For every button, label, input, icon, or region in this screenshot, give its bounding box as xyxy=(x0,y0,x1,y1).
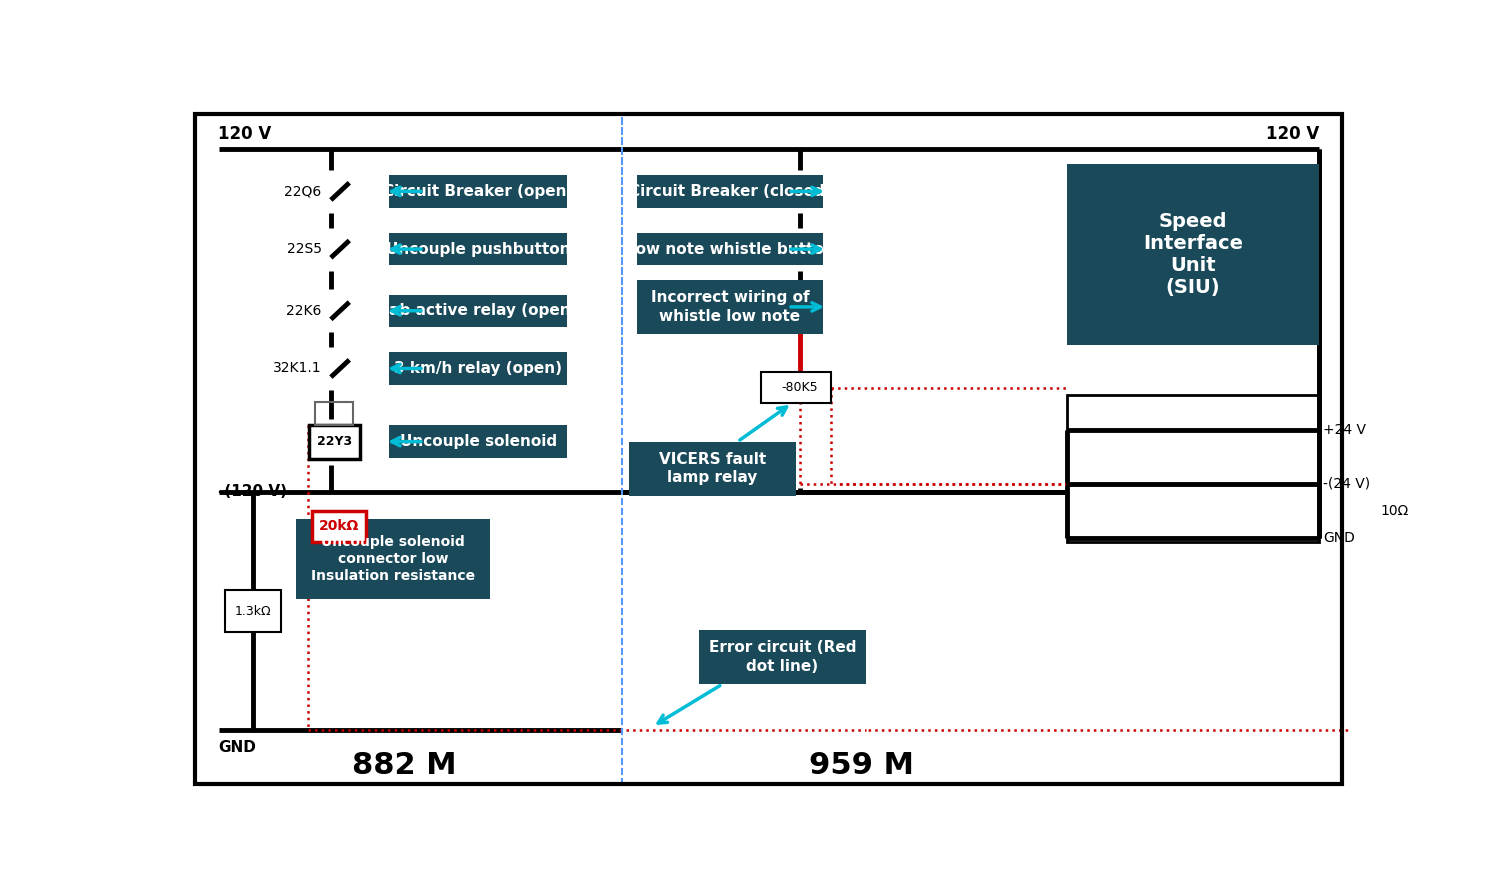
Text: -80K5: -80K5 xyxy=(782,381,818,394)
Text: -(120 V): -(120 V) xyxy=(219,485,288,500)
Bar xyxy=(1370,495,1419,527)
Text: -(24 V): -(24 V) xyxy=(1323,477,1370,491)
Text: 32K1.1: 32K1.1 xyxy=(273,362,321,375)
Bar xyxy=(760,372,831,403)
Bar xyxy=(388,352,567,385)
Bar xyxy=(1066,396,1318,541)
Text: 10Ω: 10Ω xyxy=(1380,504,1408,518)
Text: 3 km/h relay (open): 3 km/h relay (open) xyxy=(394,361,562,376)
Text: Error circuit (Red
dot line): Error circuit (Red dot line) xyxy=(708,640,856,674)
Bar xyxy=(638,280,824,334)
Bar xyxy=(388,233,567,265)
Text: Circuit Breaker (open): Circuit Breaker (open) xyxy=(382,184,573,199)
Text: +24 V: +24 V xyxy=(1323,423,1366,437)
Text: Circuit Breaker (closed): Circuit Breaker (closed) xyxy=(628,184,831,199)
Text: 959 M: 959 M xyxy=(810,750,913,780)
Text: Cab active relay (open): Cab active relay (open) xyxy=(378,303,578,318)
Bar xyxy=(1066,164,1318,346)
Bar xyxy=(388,294,567,327)
Text: Speed
Interface
Unit
(SIU): Speed Interface Unit (SIU) xyxy=(1143,212,1244,298)
Text: Uncouple solenoid
connector low
Insulation resistance: Uncouple solenoid connector low Insulati… xyxy=(310,535,476,583)
Text: 20kΩ: 20kΩ xyxy=(318,519,358,533)
Bar xyxy=(296,518,489,599)
Bar xyxy=(638,233,824,265)
Text: Uncouple solenoid: Uncouple solenoid xyxy=(399,434,556,449)
Text: 22S5: 22S5 xyxy=(286,242,321,256)
Text: 22Q6: 22Q6 xyxy=(285,184,321,198)
Bar xyxy=(638,175,824,207)
Bar xyxy=(312,511,366,541)
Text: 22K6: 22K6 xyxy=(286,304,321,317)
Text: 22Y3: 22Y3 xyxy=(316,435,352,448)
Bar xyxy=(315,402,354,425)
Text: GND: GND xyxy=(219,740,257,755)
Bar xyxy=(699,630,865,685)
Text: GND: GND xyxy=(1323,531,1354,545)
Text: Uncouple pushbutton: Uncouple pushbutton xyxy=(386,242,570,257)
Text: Incorrect wiring of
whistle low note: Incorrect wiring of whistle low note xyxy=(651,290,810,324)
Bar xyxy=(630,442,796,495)
Text: 1.3kΩ: 1.3kΩ xyxy=(236,605,272,618)
Bar xyxy=(388,175,567,207)
Text: VICERS fault
lamp relay: VICERS fault lamp relay xyxy=(658,452,766,485)
Bar xyxy=(309,425,360,459)
Text: Low note whistle button: Low note whistle button xyxy=(626,242,834,257)
Text: 120 V: 120 V xyxy=(219,124,272,143)
Text: 120 V: 120 V xyxy=(1266,124,1318,143)
Bar xyxy=(388,426,567,458)
Bar xyxy=(225,590,282,632)
Text: 882 M: 882 M xyxy=(352,750,458,780)
